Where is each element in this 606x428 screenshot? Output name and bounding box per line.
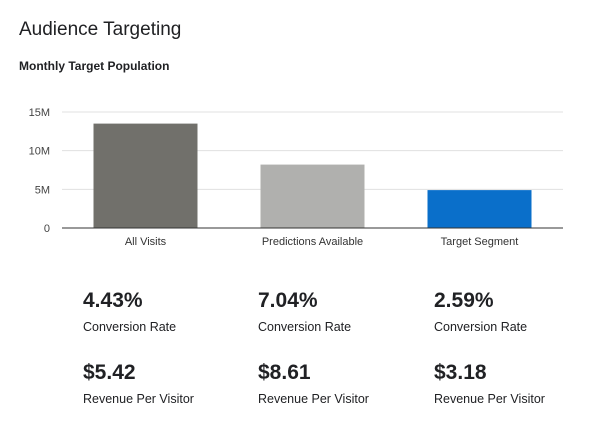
bar-predictions-available[interactable] — [260, 164, 365, 228]
conversion-rate-value: 7.04% — [258, 289, 318, 312]
conversion-rate-label: Conversion Rate — [434, 320, 528, 334]
bar-all-visits[interactable] — [93, 123, 198, 228]
conversion-rate-label: Conversion Rate — [258, 320, 352, 334]
y-tick-label: 5M — [35, 184, 50, 196]
metrics-panel: 4.43% Conversion Rate $5.42 Revenue Per … — [0, 282, 606, 422]
revenue-per-visitor-label: Revenue Per Visitor — [434, 392, 545, 406]
conversion-metric: 4.43% Conversion Rate — [83, 289, 253, 335]
conversion-rate-value: 4.43% — [83, 289, 143, 312]
chart-bars — [93, 123, 532, 228]
revenue-metric: $5.42 Revenue Per Visitor — [83, 361, 253, 407]
bar-target-segment[interactable] — [427, 190, 532, 228]
x-tick-label-all-visits: All Visits — [125, 236, 167, 248]
revenue-per-visitor-value: $3.18 — [434, 361, 487, 384]
conversion-rate-label: Conversion Rate — [83, 320, 177, 334]
revenue-per-visitor-value: $8.61 — [258, 361, 311, 384]
y-tick-label: 0 — [44, 223, 50, 235]
revenue-per-visitor-value: $5.42 — [83, 361, 136, 384]
bar-chart: 0 5M 10M 15M All Visits Predictions Available… — [29, 107, 563, 248]
page-title: Audience Targeting — [19, 19, 182, 40]
y-tick-label: 15M — [29, 107, 50, 119]
conversion-rate-value: 2.59% — [434, 289, 494, 312]
revenue-per-visitor-label: Revenue Per Visitor — [83, 392, 194, 406]
revenue-metric: $8.61 Revenue Per Visitor — [258, 361, 428, 407]
revenue-metric: $3.18 Revenue Per Visitor — [434, 361, 604, 407]
chart-title: Monthly Target Population — [19, 59, 170, 73]
y-tick-label: 10M — [29, 146, 50, 158]
conversion-metric: 2.59% Conversion Rate — [434, 289, 604, 335]
revenue-per-visitor-label: Revenue Per Visitor — [258, 392, 369, 406]
x-tick-label-predictions-available: Predictions Available — [262, 236, 363, 248]
x-tick-label-target-segment: Target Segment — [441, 236, 519, 248]
conversion-metric: 7.04% Conversion Rate — [258, 289, 428, 335]
chart-axis: 0 5M 10M 15M All Visits Predictions Available… — [29, 107, 563, 248]
